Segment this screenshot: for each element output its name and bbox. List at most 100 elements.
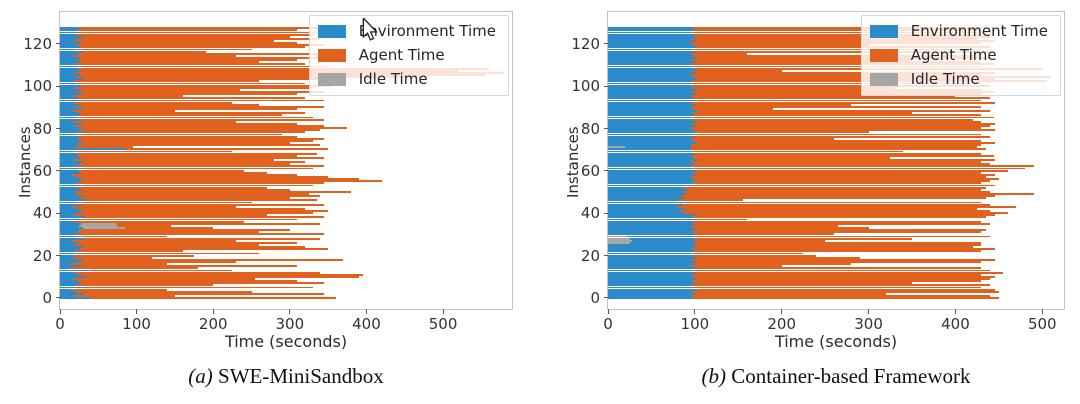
bar-segment-env — [608, 173, 695, 176]
bar — [608, 93, 1064, 95]
bar-segment-env — [60, 180, 80, 183]
bar-segment-agent — [692, 220, 982, 223]
bar-segment-agent — [692, 27, 991, 30]
bar-segment-agent — [79, 197, 290, 200]
bar-segment-agent — [690, 146, 978, 149]
bar — [608, 256, 1064, 259]
bar-segment-env — [608, 222, 695, 225]
bar-segment-env — [608, 212, 685, 214]
bar-segment-agent — [696, 218, 747, 221]
bar-segment-env — [608, 214, 695, 217]
bar-segment-agent — [76, 116, 313, 119]
bar-segment-env — [608, 193, 687, 195]
bar-segment-agent — [78, 67, 489, 70]
bar-segment-agent — [679, 210, 991, 212]
bar — [60, 290, 512, 293]
bar-segment-env — [608, 203, 682, 206]
bar-segment-agent — [79, 180, 382, 183]
bar-segment-agent — [84, 131, 306, 134]
bar — [608, 229, 1064, 231]
bar-segment-env — [60, 139, 83, 142]
bar-segment-env — [60, 275, 85, 278]
y-tick-mark — [56, 212, 61, 214]
bar-segment-agent — [72, 95, 183, 98]
bar — [60, 76, 512, 78]
bar — [608, 159, 1064, 161]
bar-segment-env — [60, 112, 79, 115]
bar-segment-env — [608, 152, 695, 155]
bar — [60, 282, 512, 285]
bar-segment-env — [60, 256, 73, 259]
bar-segment-agent — [677, 199, 743, 202]
x-tick-label: 200 — [198, 315, 228, 333]
x-tick-label: 200 — [767, 315, 797, 333]
bar-segment-agent — [86, 286, 313, 289]
bar-segment-agent — [690, 74, 982, 76]
bar-segment-env — [60, 74, 80, 76]
x-tick-label: 400 — [352, 315, 381, 333]
bar-segment-agent — [76, 154, 298, 157]
x-tick-label: 0 — [55, 315, 65, 333]
legend-swatch-idle — [869, 72, 898, 86]
bar — [60, 271, 512, 274]
bar — [60, 133, 512, 136]
bar-segment-agent — [82, 195, 321, 197]
bar — [608, 108, 1064, 110]
bar — [608, 161, 1064, 163]
bar — [60, 152, 512, 155]
bar — [60, 97, 512, 100]
bar — [60, 63, 512, 66]
bar-segment-env — [60, 288, 72, 291]
bar-segment-agent — [76, 254, 195, 257]
bar-segment-env — [60, 88, 80, 91]
y-tick-label: 40 — [32, 204, 52, 223]
bar-segment-env — [608, 76, 694, 78]
bar-segment-env — [60, 114, 82, 117]
bar — [60, 42, 512, 44]
bar-segment-env — [60, 95, 73, 98]
bar-segment-env — [60, 61, 80, 64]
legend-item-env: Environment Time — [869, 22, 1048, 40]
bar — [60, 273, 512, 276]
bar-segment-agent — [694, 103, 852, 106]
bar-segment-env — [608, 135, 695, 138]
bar — [60, 37, 512, 40]
bar-segment-agent — [76, 29, 298, 32]
bar-segment-agent — [690, 31, 995, 34]
bar-segment-env — [608, 244, 694, 246]
bar-segment-agent — [81, 27, 321, 30]
bar — [60, 146, 512, 149]
bar-segment-env — [608, 269, 693, 272]
bar — [608, 239, 1064, 242]
bar-segment-agent — [79, 118, 325, 121]
bar-segment-env — [608, 29, 695, 32]
bar-segment-agent — [75, 33, 313, 36]
bar-segment-env — [60, 142, 79, 144]
bar-segment-agent — [690, 284, 991, 287]
bar — [608, 137, 1064, 140]
bar — [608, 182, 1064, 185]
bar-segment-env — [60, 42, 82, 44]
bar — [60, 176, 512, 178]
bar-segment-agent — [78, 37, 321, 40]
bar-segment-env — [608, 182, 692, 185]
bar-segment-env — [608, 131, 697, 134]
bar — [608, 144, 1064, 146]
bar — [60, 171, 512, 174]
bar-segment-agent — [72, 173, 298, 176]
bar-segment-agent — [117, 224, 172, 227]
bar-segment-env — [60, 37, 79, 40]
x-tick-label: 500 — [1027, 315, 1057, 333]
bar — [608, 105, 1064, 108]
bar-segment-env — [60, 246, 83, 248]
bar-segment-agent — [694, 282, 912, 285]
y-tick-label: 20 — [580, 246, 600, 265]
bar-segment-agent — [75, 201, 252, 204]
bar-segment-env — [608, 231, 692, 234]
bar-segment-agent — [81, 84, 332, 87]
bar-segment-agent — [75, 244, 260, 246]
x-axis: 0 100 200 300 400 500 — [55, 309, 512, 335]
caption-b-prefix: (b) — [701, 364, 726, 388]
bar-segment-env — [60, 159, 74, 161]
